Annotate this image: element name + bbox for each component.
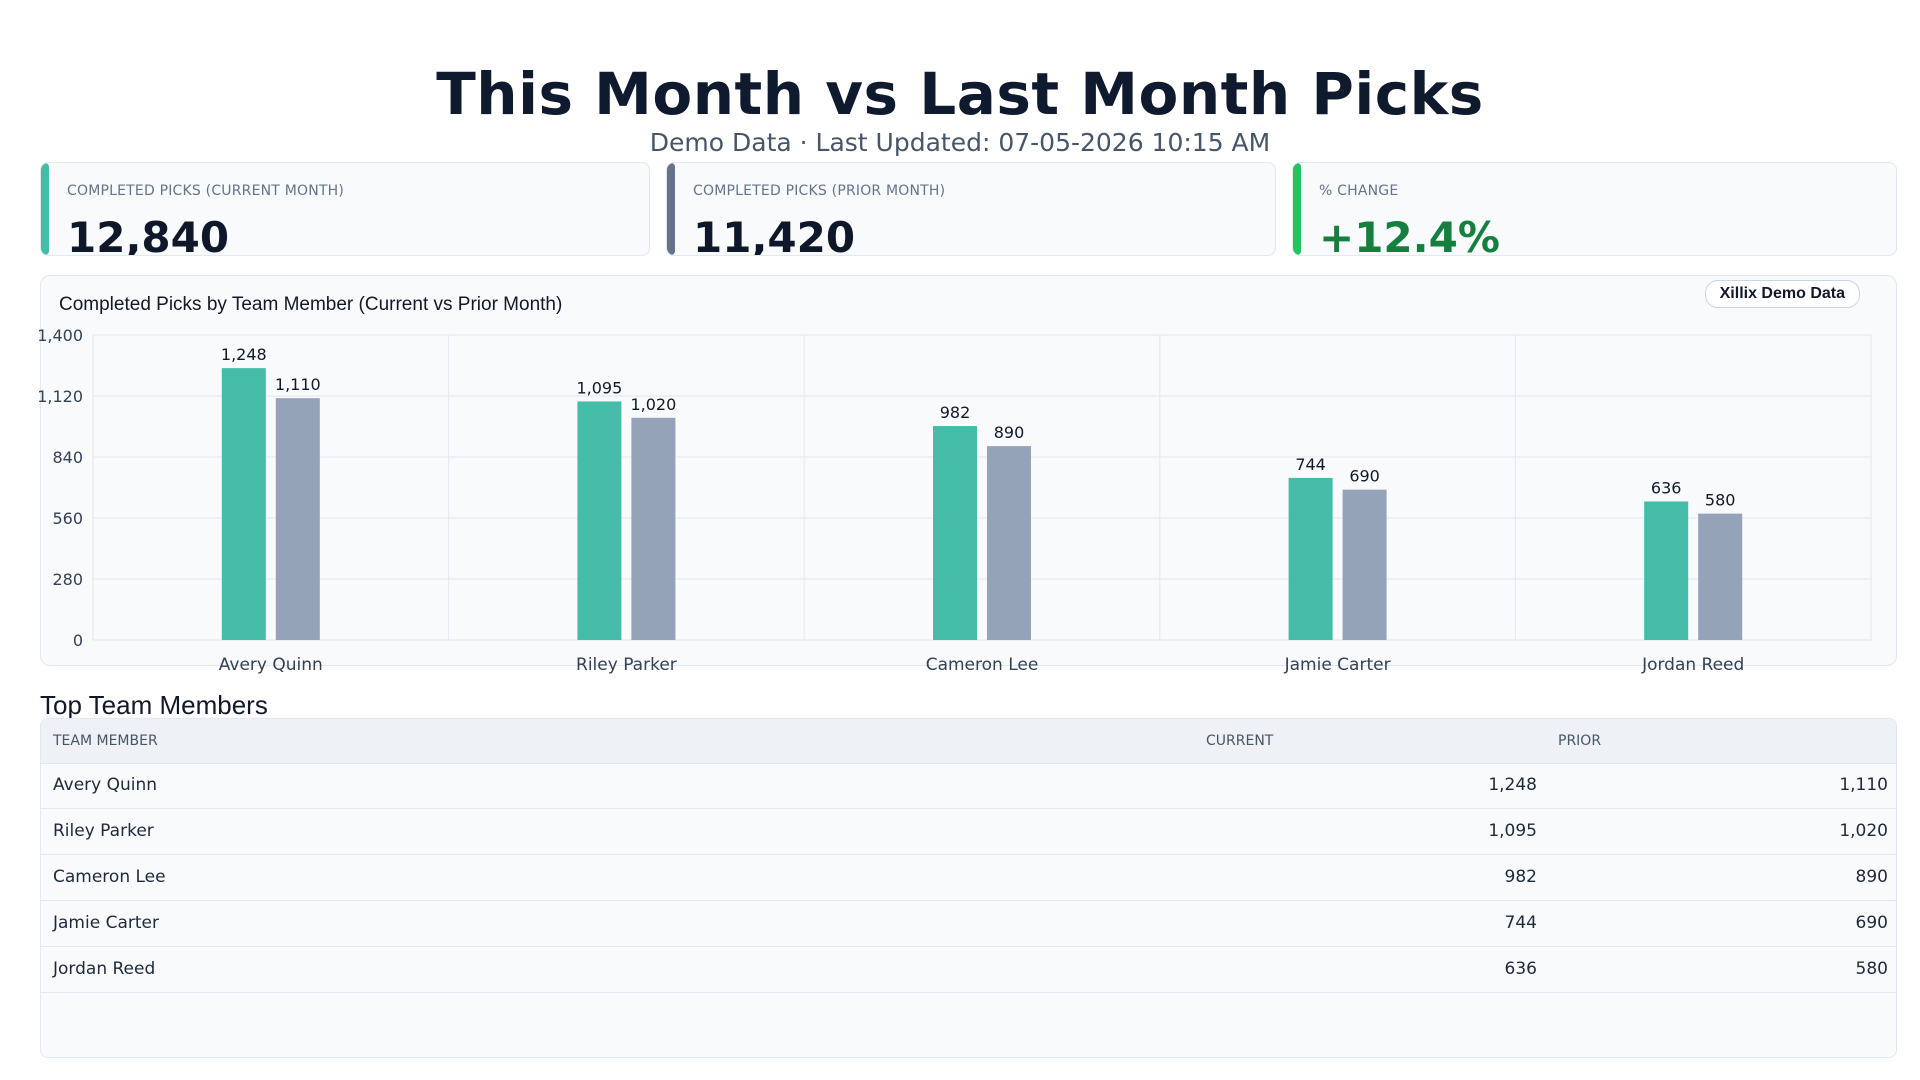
bar [1698,513,1743,640]
kpi-value: 12,840 [67,213,230,256]
cell-current: 982 [1504,867,1537,887]
cell-prior: 1,110 [1839,775,1888,795]
column-header-current[interactable]: CURRENT [1206,733,1274,749]
kpi-accent-bar [1293,163,1301,255]
cell-current: 744 [1504,913,1537,933]
table-header: TEAM MEMBER CURRENT PRIOR [41,719,1896,764]
bar-value-label: 636 [1651,478,1682,497]
bar-value-label: 890 [994,423,1025,442]
y-tick-label: 560 [52,509,83,528]
bar [221,368,266,640]
x-tick-label: Jordan Reed [1641,655,1744,675]
bar [933,426,977,640]
y-tick-label: 280 [52,570,83,589]
bar [631,417,676,640]
y-tick-label: 0 [73,631,83,650]
bar-value-label: 580 [1705,491,1736,510]
kpi-accent-bar [41,163,49,255]
page-subtitle: Demo Data · Last Updated: 07-05-2026 10:… [649,128,1271,157]
table-row[interactable]: Avery Quinn 1,248 1,110 [41,763,1896,809]
table-row[interactable]: Riley Parker 1,095 1,020 [41,809,1896,855]
cell-team-member: Avery Quinn [53,775,158,795]
bar [1644,501,1689,640]
cell-prior: 890 [1855,867,1888,887]
x-tick-label: Avery Quinn [219,655,323,675]
column-header-prior[interactable]: PRIOR [1558,733,1602,749]
cell-prior: 1,020 [1839,821,1888,841]
bar-value-label: 1,248 [221,345,267,364]
table-row[interactable]: Jordan Reed 636 580 [41,947,1896,993]
y-tick-label: 1,400 [37,326,83,345]
kpi-label: COMPLETED PICKS (CURRENT MONTH) [67,183,345,199]
bar-chart: 0 280 560 840 1,120 1,400 1,248 1,110 Avery Quin… [37,326,1872,675]
team-table: TEAM MEMBER CURRENT PRIOR Avery Quinn 1,… [40,718,1897,1058]
demo-data-badge: Xillix Demo Data [1704,280,1860,308]
cell-prior: 580 [1855,959,1888,979]
cell-team-member: Jamie Carter [53,913,159,933]
y-tick-label: 1,120 [37,387,83,406]
cell-prior: 690 [1855,913,1888,933]
kpi-card-change: % CHANGE +12.4% [1292,162,1897,256]
kpi-card-current: COMPLETED PICKS (CURRENT MONTH) 12,840 [40,162,650,256]
bar-value-label: 1,110 [275,375,321,394]
bar-value-label: 982 [940,403,971,422]
kpi-value: 11,420 [693,213,856,256]
cell-team-member: Jordan Reed [53,959,156,979]
bar-value-label: 744 [1295,455,1326,474]
table-heading: Top Team Members [40,690,268,720]
bar [577,401,622,640]
bar-value-label: 1,095 [576,378,622,397]
column-header-team-member[interactable]: TEAM MEMBER [53,733,158,749]
x-tick-label: Riley Parker [576,655,677,675]
bar [1342,489,1387,640]
bar [987,446,1031,640]
kpi-card-prior: COMPLETED PICKS (PRIOR MONTH) 11,420 [666,162,1276,256]
kpi-value: +12.4% [1319,213,1500,256]
page-title: This Month vs Last Month Picks [436,60,1484,128]
kpi-accent-bar [667,163,675,255]
bar [1288,477,1333,640]
kpi-label: % CHANGE [1319,183,1399,199]
table-row[interactable]: Jamie Carter 744 690 [41,901,1896,947]
bar [275,398,320,640]
cell-team-member: Cameron Lee [53,867,166,887]
bar-value-label: 1,020 [630,395,676,414]
cell-current: 636 [1504,959,1537,979]
bar-value-label: 690 [1349,467,1380,486]
plot-area [92,334,1872,641]
kpi-label: COMPLETED PICKS (PRIOR MONTH) [693,183,946,199]
x-tick-label: Cameron Lee [926,655,1039,675]
cell-current: 1,248 [1488,775,1537,795]
x-tick-label: Jamie Carter [1284,655,1391,675]
table-row[interactable]: Cameron Lee 982 890 [41,855,1896,901]
chart-title: Completed Picks by Team Member (Current … [59,294,563,315]
cell-current: 1,095 [1488,821,1537,841]
y-tick-label: 840 [52,448,83,467]
cell-team-member: Riley Parker [53,821,154,841]
